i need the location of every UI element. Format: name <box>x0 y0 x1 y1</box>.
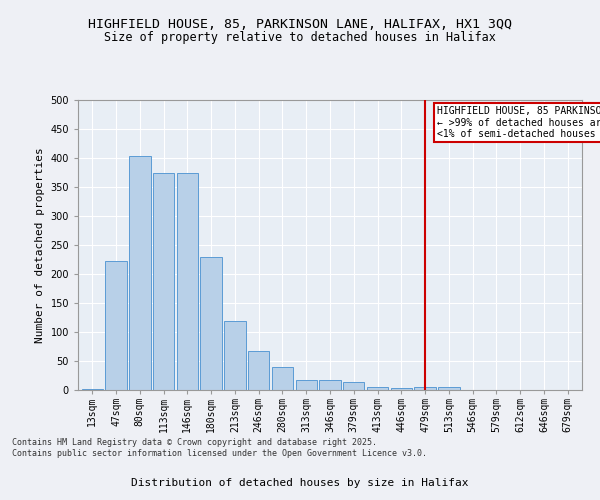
Bar <box>200 256 222 390</box>
Bar <box>319 380 341 390</box>
Bar <box>296 380 317 390</box>
Bar <box>391 388 412 390</box>
Text: HIGHFIELD HOUSE, 85, PARKINSON LANE, HALIFAX, HX1 3QQ: HIGHFIELD HOUSE, 85, PARKINSON LANE, HAL… <box>88 18 512 30</box>
Y-axis label: Number of detached properties: Number of detached properties <box>35 147 45 343</box>
Text: Distribution of detached houses by size in Halifax: Distribution of detached houses by size … <box>131 478 469 488</box>
Bar <box>343 382 364 390</box>
Bar <box>415 387 436 390</box>
Bar <box>82 389 103 390</box>
Bar <box>153 172 174 390</box>
Text: HIGHFIELD HOUSE, 85 PARKINSON LANE: 489sqm
← >99% of detached houses are smaller: HIGHFIELD HOUSE, 85 PARKINSON LANE: 489s… <box>437 106 600 139</box>
Bar <box>367 387 388 390</box>
Bar <box>272 367 293 390</box>
Bar <box>248 350 269 390</box>
Bar <box>176 172 198 390</box>
Bar <box>106 261 127 390</box>
Text: Size of property relative to detached houses in Halifax: Size of property relative to detached ho… <box>104 31 496 44</box>
Bar <box>438 387 460 390</box>
Bar <box>129 156 151 390</box>
Text: Contains HM Land Registry data © Crown copyright and database right 2025.
Contai: Contains HM Land Registry data © Crown c… <box>12 438 427 458</box>
Bar <box>224 321 245 390</box>
